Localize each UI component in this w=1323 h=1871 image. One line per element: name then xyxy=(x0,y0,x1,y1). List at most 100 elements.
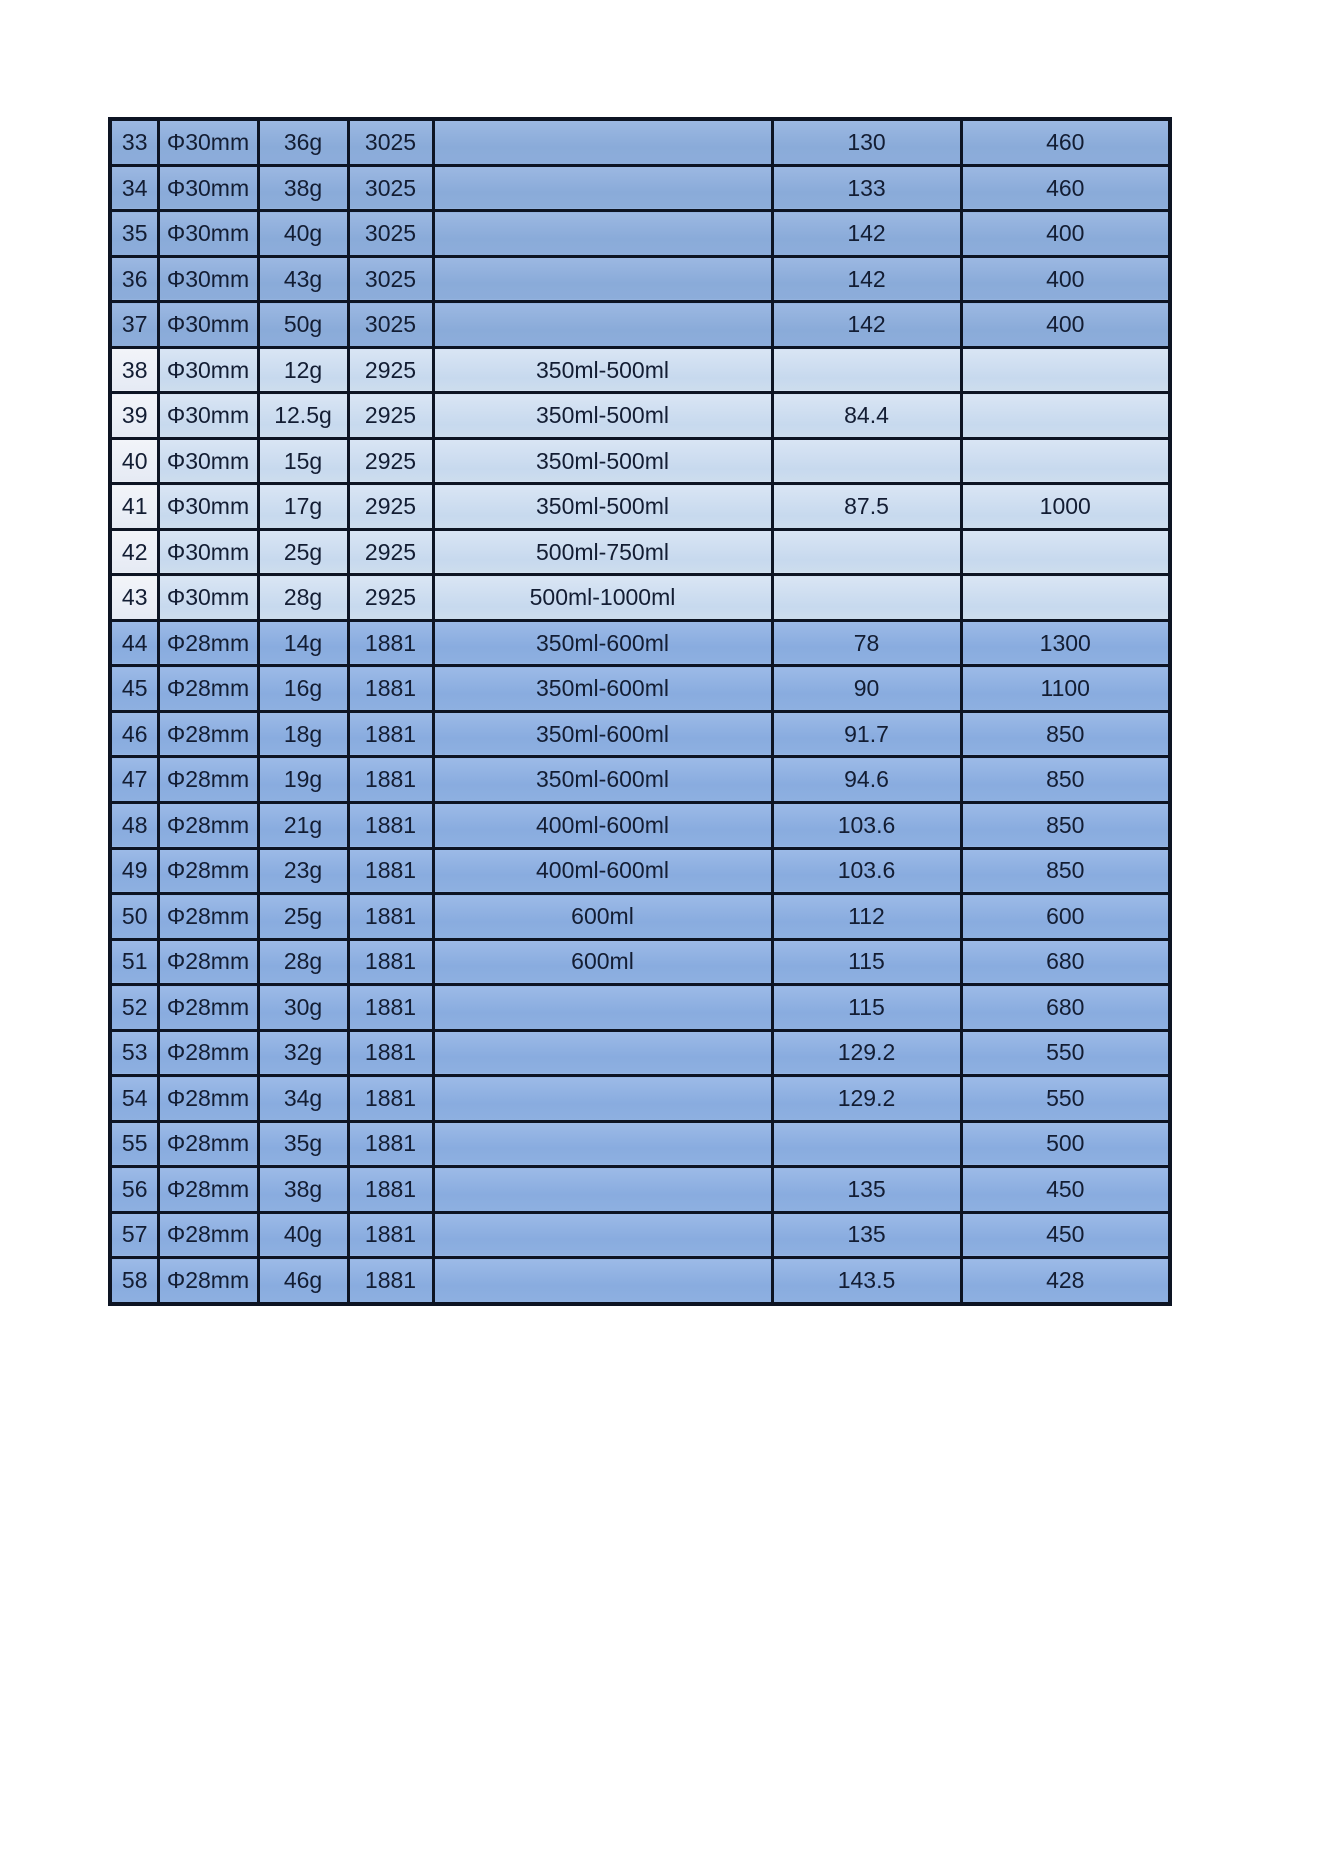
weight-cell: 28g xyxy=(256,937,350,987)
row-number-cell: 40 xyxy=(108,436,160,486)
neck-diameter-cell: Φ28mm xyxy=(156,892,260,941)
neck-diameter-cell: Φ28mm xyxy=(156,1165,260,1214)
value2-cell: 428 xyxy=(959,1256,1172,1306)
value2-cell: 550 xyxy=(959,1028,1172,1078)
value2-cell: 460 xyxy=(959,117,1172,167)
row-number-cell: 47 xyxy=(108,755,160,804)
value1-cell: 84.4 xyxy=(770,391,963,440)
value2-cell: 500 xyxy=(959,1119,1172,1169)
volume-range-cell: 350ml-600ml xyxy=(431,709,774,759)
neck-diameter-cell: Φ30mm xyxy=(156,163,260,213)
table-row: 54 Φ28mm 34g 1881 129.2 550 xyxy=(108,1074,1172,1123)
volume-range-cell: 400ml-600ml xyxy=(431,801,774,850)
neck-diameter-cell: Φ28mm xyxy=(156,1074,260,1123)
neck-diameter-cell: Φ30mm xyxy=(156,300,260,349)
weight-cell: 43g xyxy=(256,254,350,304)
table-row: 35 Φ30mm 40g 3025 142 400 xyxy=(108,209,1172,258)
weight-cell: 40g xyxy=(256,1210,350,1260)
value2-cell: 400 xyxy=(959,209,1172,258)
row-number-cell: 58 xyxy=(108,1256,160,1306)
neck-diameter-cell: Φ30mm xyxy=(156,573,260,622)
weight-cell: 36g xyxy=(256,117,350,167)
value1-cell: 115 xyxy=(770,983,963,1032)
row-number-cell: 37 xyxy=(108,300,160,349)
volume-range-cell xyxy=(431,117,774,167)
neck-diameter-cell: Φ28mm xyxy=(156,937,260,987)
table-row: 53 Φ28mm 32g 1881 129.2 550 xyxy=(108,1028,1172,1078)
value2-cell: 850 xyxy=(959,755,1172,804)
table-row: 47 Φ28mm 19g 1881 350ml-600ml 94.6 850 xyxy=(108,755,1172,804)
row-number-cell: 45 xyxy=(108,664,160,713)
value2-cell: 400 xyxy=(959,300,1172,349)
value1-cell: 135 xyxy=(770,1165,963,1214)
value2-cell xyxy=(959,345,1172,395)
volume-range-cell: 500ml-1000ml xyxy=(431,573,774,622)
weight-cell: 50g xyxy=(256,300,350,349)
volume-range-cell xyxy=(431,1210,774,1260)
weight-cell: 28g xyxy=(256,573,350,622)
value1-cell: 142 xyxy=(770,300,963,349)
neck-finish-cell: 1881 xyxy=(346,846,435,895)
table-row: 50 Φ28mm 25g 1881 600ml 112 600 xyxy=(108,892,1172,941)
neck-finish-cell: 2925 xyxy=(346,391,435,440)
row-number-cell: 42 xyxy=(108,527,160,577)
table-row: 38 Φ30mm 12g 2925 350ml-500ml xyxy=(108,345,1172,395)
value2-cell: 600 xyxy=(959,892,1172,941)
volume-range-cell: 350ml-600ml xyxy=(431,664,774,713)
value1-cell: 78 xyxy=(770,618,963,668)
volume-range-cell xyxy=(431,163,774,213)
value2-cell: 1300 xyxy=(959,618,1172,668)
neck-diameter-cell: Φ30mm xyxy=(156,391,260,440)
volume-range-cell xyxy=(431,1028,774,1078)
weight-cell: 12.5g xyxy=(256,391,350,440)
volume-range-cell: 350ml-600ml xyxy=(431,755,774,804)
volume-range-cell xyxy=(431,1119,774,1169)
value2-cell: 450 xyxy=(959,1165,1172,1214)
neck-diameter-cell: Φ30mm xyxy=(156,254,260,304)
neck-finish-cell: 1881 xyxy=(346,1119,435,1169)
weight-cell: 12g xyxy=(256,345,350,395)
value2-cell: 550 xyxy=(959,1074,1172,1123)
value1-cell xyxy=(770,527,963,577)
volume-range-cell xyxy=(431,1256,774,1306)
row-number-cell: 46 xyxy=(108,709,160,759)
value1-cell xyxy=(770,436,963,486)
neck-diameter-cell: Φ28mm xyxy=(156,846,260,895)
neck-diameter-cell: Φ30mm xyxy=(156,482,260,531)
weight-cell: 40g xyxy=(256,209,350,258)
value1-cell: 142 xyxy=(770,254,963,304)
neck-finish-cell: 1881 xyxy=(346,892,435,941)
weight-cell: 17g xyxy=(256,482,350,531)
neck-finish-cell: 1881 xyxy=(346,1256,435,1306)
table-row: 58 Φ28mm 46g 1881 143.5 428 xyxy=(108,1256,1172,1306)
table-row: 45 Φ28mm 16g 1881 350ml-600ml 90 1100 xyxy=(108,664,1172,713)
weight-cell: 38g xyxy=(256,1165,350,1214)
neck-diameter-cell: Φ28mm xyxy=(156,618,260,668)
value1-cell: 143.5 xyxy=(770,1256,963,1306)
weight-cell: 18g xyxy=(256,709,350,759)
neck-finish-cell: 1881 xyxy=(346,664,435,713)
volume-range-cell: 400ml-600ml xyxy=(431,846,774,895)
row-number-cell: 38 xyxy=(108,345,160,395)
weight-cell: 38g xyxy=(256,163,350,213)
neck-diameter-cell: Φ28mm xyxy=(156,1256,260,1306)
neck-finish-cell: 3025 xyxy=(346,117,435,167)
neck-finish-cell: 2925 xyxy=(346,436,435,486)
value2-cell: 450 xyxy=(959,1210,1172,1260)
neck-finish-cell: 1881 xyxy=(346,1074,435,1123)
neck-diameter-cell: Φ28mm xyxy=(156,709,260,759)
neck-finish-cell: 1881 xyxy=(346,1165,435,1214)
volume-range-cell: 600ml xyxy=(431,892,774,941)
neck-finish-cell: 3025 xyxy=(346,300,435,349)
row-number-cell: 52 xyxy=(108,983,160,1032)
table-row: 44 Φ28mm 14g 1881 350ml-600ml 78 1300 xyxy=(108,618,1172,668)
row-number-cell: 35 xyxy=(108,209,160,258)
row-number-cell: 48 xyxy=(108,801,160,850)
volume-range-cell: 350ml-500ml xyxy=(431,482,774,531)
table-row: 56 Φ28mm 38g 1881 135 450 xyxy=(108,1165,1172,1214)
weight-cell: 34g xyxy=(256,1074,350,1123)
row-number-cell: 44 xyxy=(108,618,160,668)
neck-finish-cell: 1881 xyxy=(346,937,435,987)
weight-cell: 25g xyxy=(256,527,350,577)
neck-diameter-cell: Φ30mm xyxy=(156,436,260,486)
